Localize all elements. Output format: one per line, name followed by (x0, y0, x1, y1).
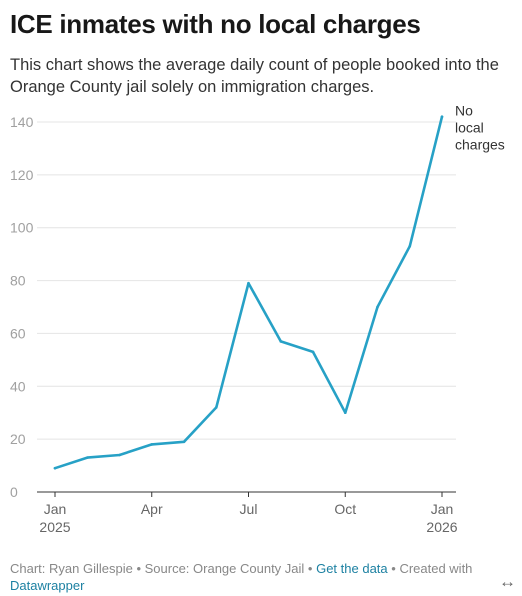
x-tick-sublabel: 2025 (39, 519, 70, 535)
chart-title: ICE inmates with no local charges (10, 9, 421, 39)
datawrapper-link[interactable]: Datawrapper (10, 577, 85, 593)
y-tick-label: 40 (10, 378, 26, 394)
x-tick-label: Apr (141, 501, 163, 517)
data-point (440, 115, 444, 119)
data-point (150, 443, 154, 446)
chart-subtitle: This chart shows the average daily count… (10, 56, 499, 96)
data-source: Source: Orange County Jail (144, 561, 305, 576)
x-tick-sublabel: 2026 (426, 519, 457, 535)
data-point (311, 350, 315, 354)
y-tick-label: 0 (10, 484, 18, 500)
data-point (53, 466, 57, 470)
get-the-data-link[interactable]: Get the data (316, 561, 388, 576)
data-point (408, 244, 412, 248)
data-point (182, 440, 186, 444)
data-point (85, 456, 89, 459)
data-point (376, 305, 379, 309)
data-point (214, 406, 218, 409)
series-label: charges (455, 137, 505, 153)
data-point (247, 281, 250, 285)
series-line-no-local-charges (53, 115, 444, 470)
series-label: No (455, 103, 473, 119)
x-tick-label: Jan (431, 501, 454, 517)
x-tick-label: Jan (44, 501, 67, 517)
expand-icon[interactable]: ↔ (499, 572, 516, 591)
y-tick-label: 140 (10, 114, 34, 130)
y-tick-label: 120 (10, 167, 34, 183)
data-point (279, 340, 283, 343)
x-tick-label: Jul (240, 501, 258, 517)
footer-separator: • (304, 561, 317, 576)
y-tick-label: 100 (10, 220, 34, 236)
footer-separator: • (132, 561, 145, 576)
y-tick-label: 60 (10, 325, 26, 341)
created-with-text: Created with (399, 561, 473, 576)
data-point (343, 411, 347, 415)
line-chart: 0 20 40 60 80 100 120 140 Jan 2025 Apr Jul Oct Jan 202… (10, 103, 505, 535)
footer-separator: • (387, 561, 400, 576)
x-tick-label: Oct (334, 501, 356, 517)
y-tick-label: 20 (10, 431, 26, 447)
chart-footer: Chart: Ryan Gillespie • Source: Orange C… (10, 561, 490, 594)
chart-credit: Chart: Ryan Gillespie (10, 561, 133, 576)
y-tick-label: 80 (10, 273, 26, 289)
series-label: local (455, 120, 484, 136)
data-point (118, 453, 121, 457)
